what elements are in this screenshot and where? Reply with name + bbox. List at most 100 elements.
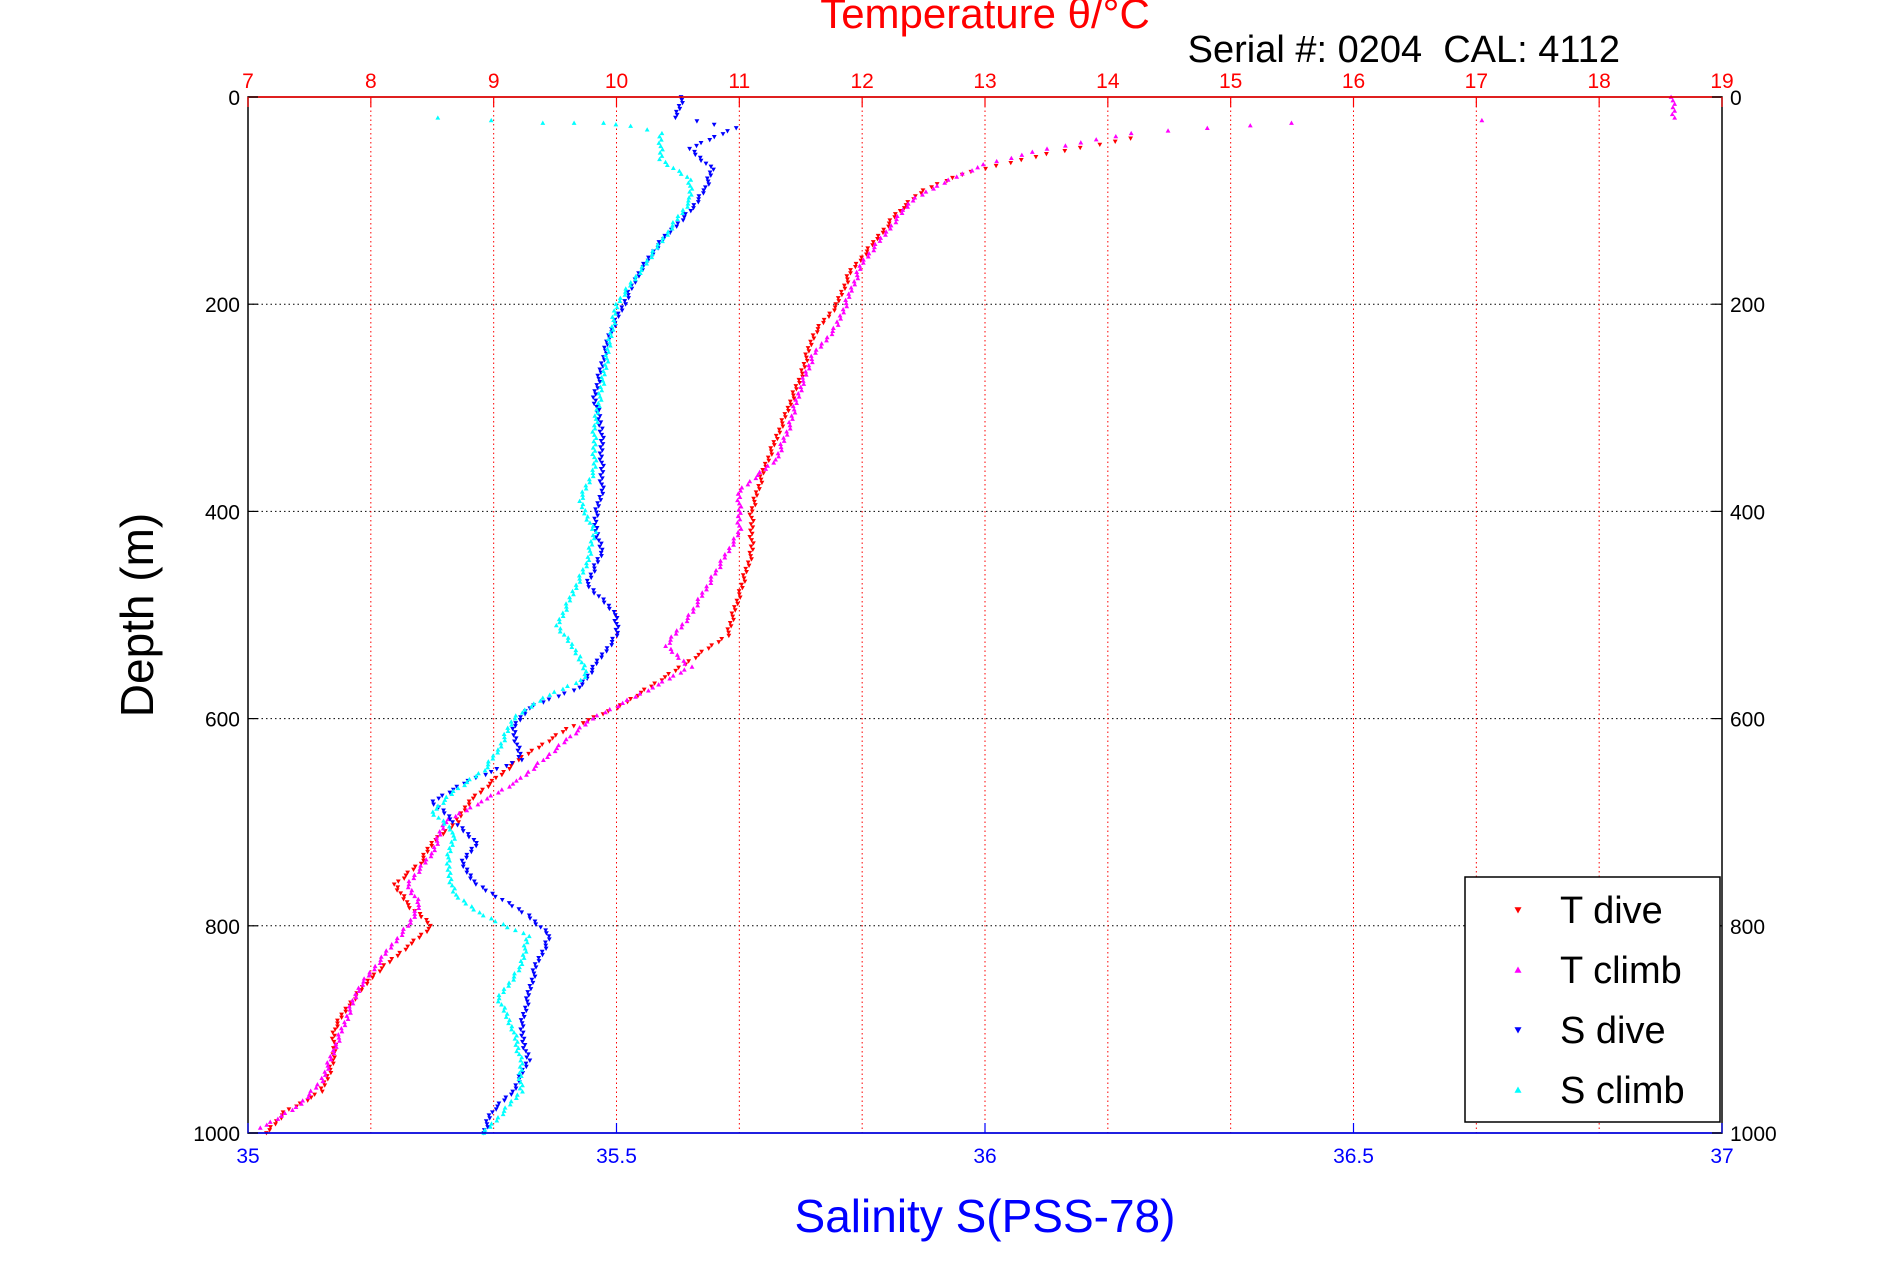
data-point (275, 1116, 281, 1121)
data-point (588, 539, 594, 544)
data-point (445, 867, 451, 872)
data-point (530, 980, 536, 986)
data-point (665, 229, 671, 234)
data-point (782, 412, 788, 417)
data-point (1669, 111, 1675, 117)
data-point (538, 925, 544, 930)
data-point (806, 349, 812, 354)
data-point (950, 175, 955, 181)
data-point (698, 140, 704, 146)
data-point (404, 900, 410, 905)
data-point (615, 311, 621, 316)
data-point (444, 861, 450, 866)
data-point (571, 688, 577, 693)
data-point (493, 1107, 499, 1112)
data-point (514, 778, 519, 783)
data-point (808, 353, 814, 358)
data-point (508, 1092, 514, 1097)
data-point (257, 1125, 263, 1130)
data-point (408, 890, 414, 896)
data-point (447, 879, 453, 885)
data-point (755, 472, 761, 478)
data-point (994, 158, 1000, 164)
data-point (696, 197, 702, 202)
data-point (518, 1027, 524, 1032)
data-point (708, 164, 714, 169)
data-point (731, 605, 737, 610)
data-point (861, 257, 866, 262)
data-point (1479, 117, 1485, 123)
temperature-tick-label: 12 (850, 70, 873, 93)
data-point (409, 887, 415, 893)
data-point (412, 872, 417, 877)
data-point (416, 902, 422, 907)
data-point (565, 638, 571, 643)
data-point (780, 424, 786, 429)
data-point (521, 955, 527, 960)
data-point (318, 1086, 324, 1091)
data-point (586, 476, 592, 482)
data-point (749, 509, 755, 514)
data-point (520, 952, 526, 957)
data-point (449, 839, 454, 844)
data-point (520, 1024, 526, 1029)
data-point (585, 582, 591, 587)
data-point (599, 652, 605, 657)
data-point (1019, 152, 1025, 157)
data-point (853, 261, 859, 267)
data-point (339, 1012, 344, 1017)
data-point (308, 1088, 314, 1093)
data-point (567, 598, 573, 603)
data-point (692, 149, 697, 155)
data-point (563, 736, 569, 742)
data-point (434, 835, 439, 840)
data-point (480, 913, 486, 918)
data-point (698, 158, 704, 164)
data-point (590, 523, 596, 528)
data-point (554, 745, 560, 751)
data-point (745, 482, 751, 487)
data-point (1097, 142, 1103, 148)
data-point (606, 336, 611, 342)
data-point (597, 479, 603, 484)
data-point (519, 710, 525, 715)
data-point (708, 574, 714, 579)
data-point (595, 513, 601, 518)
data-point (599, 554, 604, 559)
data-point (526, 913, 532, 918)
data-point (512, 730, 518, 735)
data-point (531, 766, 537, 771)
data-point (513, 1095, 519, 1100)
data-point (592, 448, 598, 453)
data-point (860, 260, 866, 265)
data-point (768, 449, 774, 454)
data-point (370, 975, 376, 980)
data-point (411, 938, 416, 943)
data-point (854, 272, 860, 278)
data-point (615, 624, 621, 630)
data-point (580, 721, 586, 726)
data-point (773, 433, 779, 439)
data-point (735, 601, 741, 607)
data-point (589, 542, 595, 547)
data-point (500, 921, 506, 927)
data-point (620, 700, 626, 705)
data-point (331, 1039, 337, 1045)
data-point (331, 1050, 337, 1056)
data-point (619, 308, 625, 313)
data-point (315, 1082, 320, 1087)
data-point (689, 186, 695, 191)
data-point (632, 280, 638, 285)
data-point (598, 420, 604, 425)
data-point (598, 361, 604, 366)
data-point (657, 156, 662, 162)
data-point (447, 817, 453, 822)
data-point (521, 1015, 527, 1020)
temperature-tick-label: 19 (1710, 70, 1733, 93)
data-point (883, 229, 889, 234)
depth-tick-label-right: 800 (1730, 916, 1765, 939)
data-point (525, 1002, 531, 1007)
data-point (609, 643, 615, 648)
data-point (577, 685, 583, 690)
data-point (617, 298, 623, 304)
